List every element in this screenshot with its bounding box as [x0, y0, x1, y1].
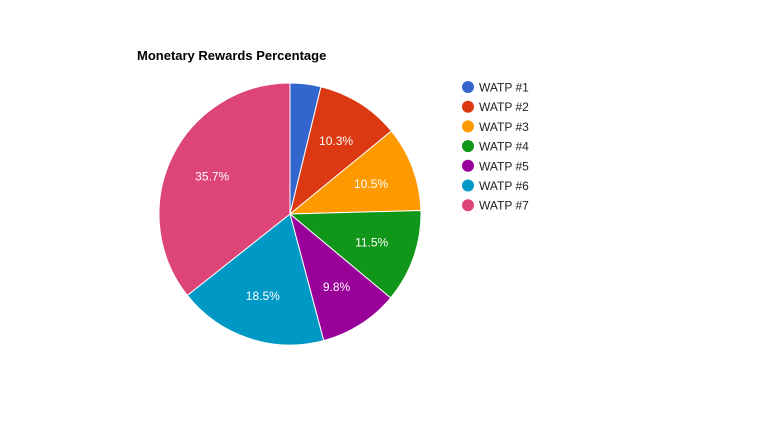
legend-swatch-6 [462, 179, 474, 192]
slice-label-4: 11.5% [355, 235, 388, 249]
legend: WATP #1 WATP #2 WATP #3 WATP #4 WATP #5 WATP … [462, 81, 529, 213]
legend-swatch-3 [462, 120, 474, 133]
legend-label-3[interactable]: WATP #3 [479, 120, 529, 134]
pie-slice-3[interactable] [288, 130, 422, 215]
pie-slice-2[interactable] [289, 86, 393, 216]
legend-swatch-1 [462, 81, 474, 93]
slice-label-7: 35.7% [195, 169, 229, 183]
legend-swatch-7 [462, 199, 474, 212]
chart-title: Monetary Rewards Percentage [137, 48, 326, 63]
legend-label-7[interactable]: WATP #7 [479, 199, 529, 213]
slice-label-5: 9.8% [323, 280, 351, 294]
legend-swatch-4 [462, 140, 474, 153]
legend-label-6[interactable]: WATP #6 [479, 179, 529, 193]
slice-label-6: 18.5% [246, 289, 280, 303]
legend-swatch-2 [462, 100, 474, 113]
pie-slice-5[interactable] [289, 212, 392, 342]
legend-label-2[interactable]: WATP #2 [479, 100, 529, 114]
legend-label-1[interactable]: WATP #1 [479, 81, 529, 95]
legend-swatch-5 [462, 159, 474, 172]
slice-label-2: 10.3% [319, 134, 353, 148]
pie-slice-6[interactable] [186, 213, 325, 346]
legend-label-4[interactable]: WATP #4 [479, 140, 529, 154]
pie-slice-4[interactable] [288, 209, 422, 299]
legend-label-5[interactable]: WATP #5 [479, 159, 529, 173]
pie-slice-7[interactable] [158, 82, 291, 297]
slice-labels: 10.3% 10.5% 11.5% 9.8% 18.5% 35.7% [195, 134, 388, 303]
slice-label-3: 10.5% [354, 177, 388, 191]
pie-slices [158, 82, 422, 346]
